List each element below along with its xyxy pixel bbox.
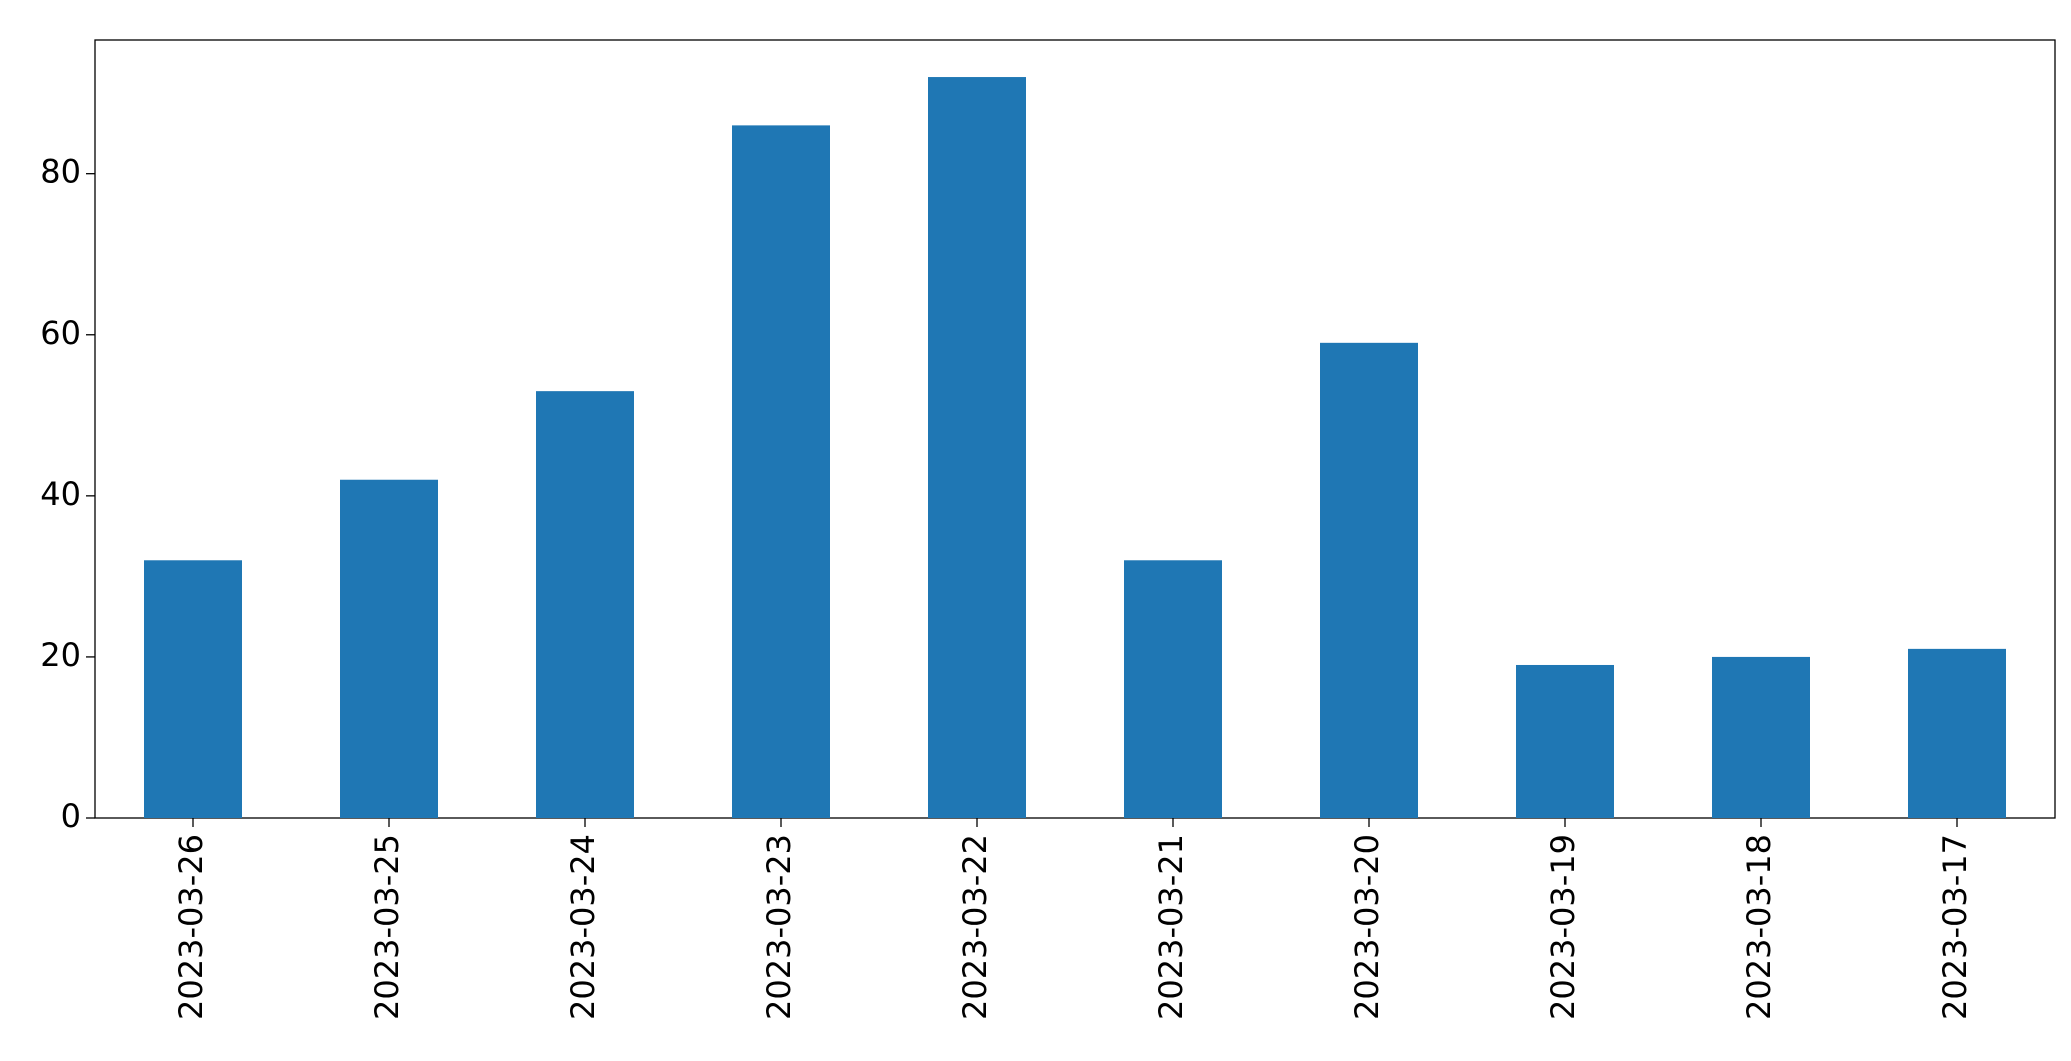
x-tick-label: 2023-03-24 xyxy=(564,834,602,1020)
bar xyxy=(1908,648,2006,818)
x-tick-label: 2023-03-18 xyxy=(1740,834,1778,1020)
x-tick-label: 2023-03-25 xyxy=(368,834,406,1020)
bar xyxy=(1712,656,1810,818)
x-tick-label: 2023-03-20 xyxy=(1348,834,1386,1020)
bar xyxy=(536,391,634,818)
bar xyxy=(340,479,438,818)
bar xyxy=(1516,664,1614,818)
bar xyxy=(1124,560,1222,818)
x-tick-label: 2023-03-22 xyxy=(956,834,994,1020)
y-tick-label: 0 xyxy=(61,797,81,835)
x-tick-label: 2023-03-26 xyxy=(172,834,210,1020)
y-tick-label: 40 xyxy=(40,475,81,513)
y-tick-label: 20 xyxy=(40,636,81,674)
bar xyxy=(732,125,830,818)
x-tick-label: 2023-03-21 xyxy=(1152,834,1190,1020)
bar xyxy=(1320,342,1418,818)
plot-frame xyxy=(94,39,2056,819)
bar xyxy=(144,560,242,818)
y-tick-label: 60 xyxy=(40,314,81,352)
y-tick-label: 80 xyxy=(40,153,81,191)
x-tick-label: 2023-03-17 xyxy=(1936,834,1974,1020)
x-tick-label: 2023-03-19 xyxy=(1544,834,1582,1020)
x-tick-label: 2023-03-23 xyxy=(760,834,798,1020)
bar xyxy=(928,77,1026,819)
